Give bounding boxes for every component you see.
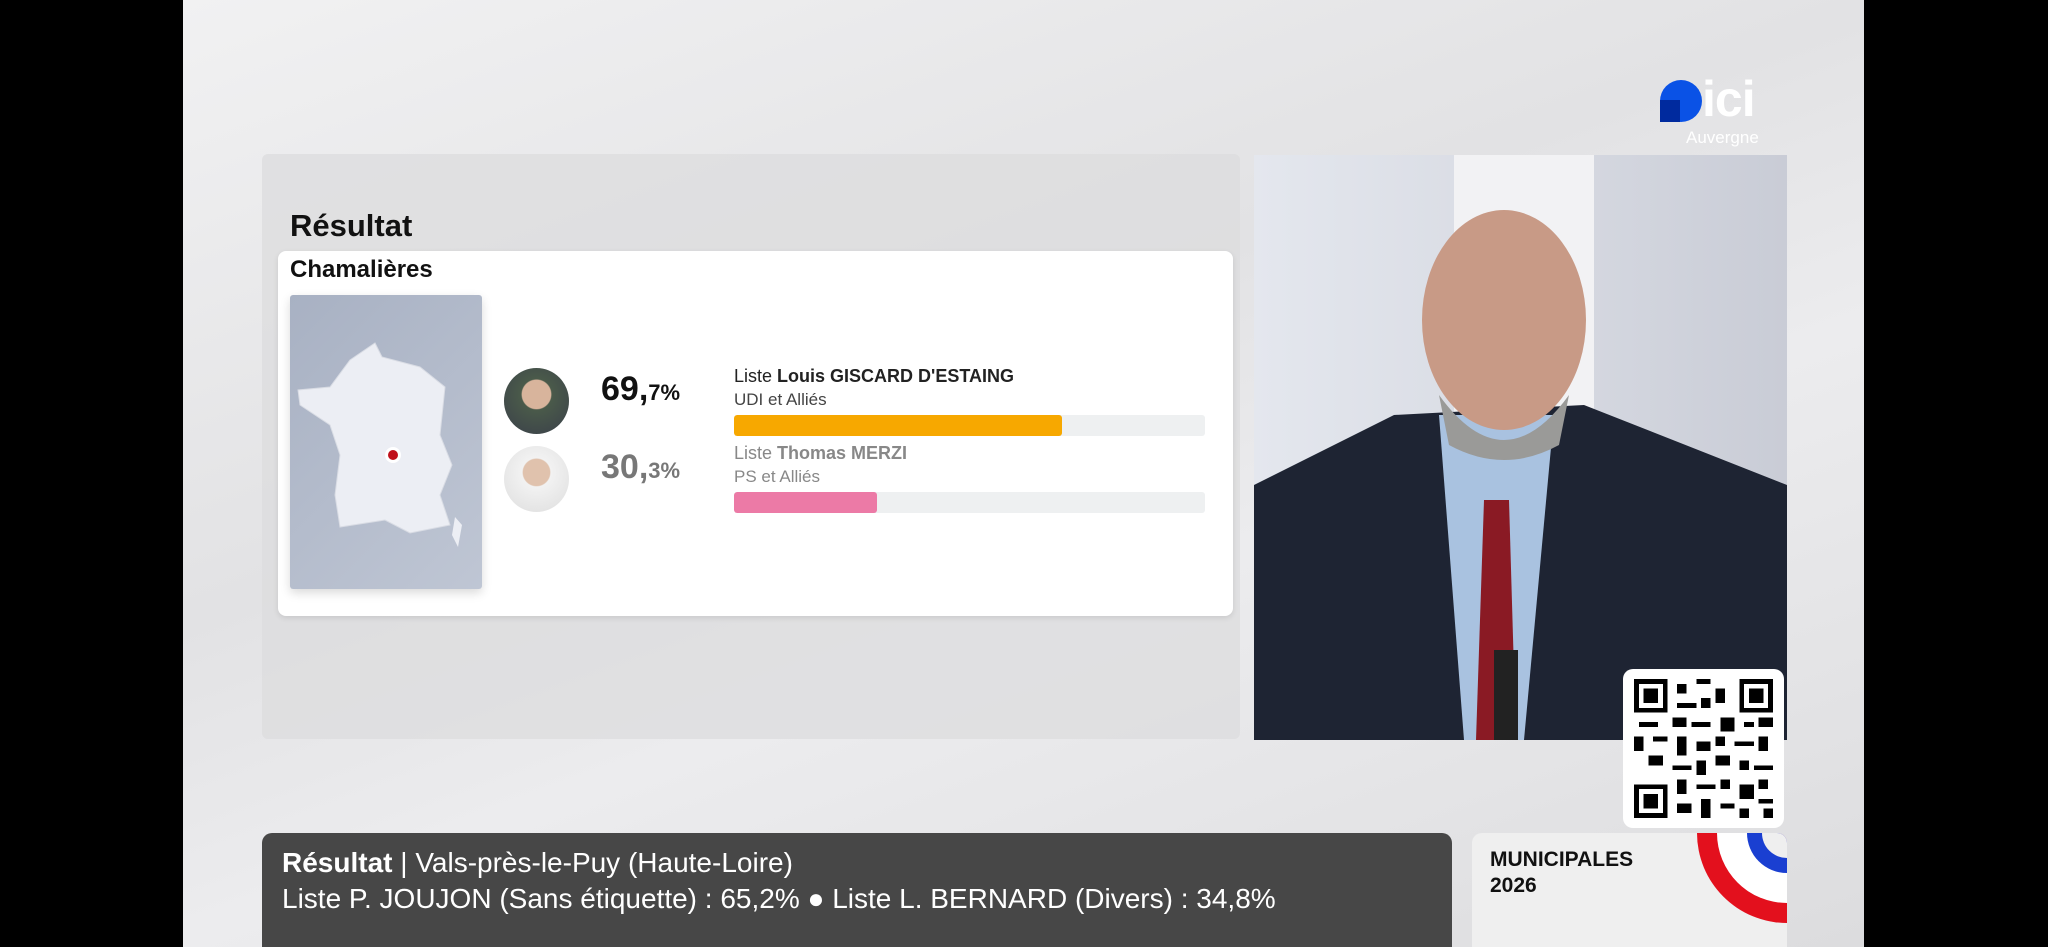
ticker-headline: Résultat | Vals-près-le-Puy (Haute-Loire… xyxy=(282,847,793,878)
candidate-1-percent: 69,7% xyxy=(601,370,681,408)
qr-code[interactable] xyxy=(1623,669,1784,828)
news-ticker: Résultat | Vals-près-le-Puy (Haute-Loire… xyxy=(262,833,1452,947)
location-marker-icon xyxy=(388,450,398,460)
candidate-2-photo xyxy=(504,446,569,512)
panel-title: Résultat xyxy=(290,208,413,243)
candidate-1-party: UDI et Alliés xyxy=(734,390,827,409)
logo-region: Auvergne xyxy=(1686,128,1759,147)
logo-brand: ici xyxy=(1702,71,1756,127)
france-map xyxy=(290,295,482,589)
candidate-1-bar-fill xyxy=(734,415,1063,436)
candidate-1-bar xyxy=(734,415,1205,436)
ticker-results: Liste P. JOUJON (Sans étiquette) : 65,2%… xyxy=(282,883,1276,914)
video-feed xyxy=(1254,155,1787,740)
candidate-1-name: Liste Louis GISCARD D'ESTAING xyxy=(734,366,1014,386)
candidate-2-percent: 30,3% xyxy=(601,448,681,486)
city-name: Chamalières xyxy=(290,256,433,283)
candidate-2-bar-fill xyxy=(734,492,877,513)
badge-line1: MUNICIPALES xyxy=(1490,848,1634,871)
candidate-2-bar xyxy=(734,492,1205,513)
badge-line2: 2026 xyxy=(1490,874,1537,897)
candidate-2-party: PS et Alliés xyxy=(734,467,820,486)
ici-auvergne-logo: ici Auvergne xyxy=(1660,71,1770,150)
candidate-2-name: Liste Thomas MERZI xyxy=(734,443,908,463)
tricolor-arc-icon xyxy=(1697,833,1787,923)
municipales-badge: MUNICIPALES 2026 xyxy=(1472,833,1787,947)
candidate-1-photo xyxy=(504,368,569,434)
broadcast-frame: ici Auvergne Résultat Chamalières 69,7% … xyxy=(183,0,1864,947)
